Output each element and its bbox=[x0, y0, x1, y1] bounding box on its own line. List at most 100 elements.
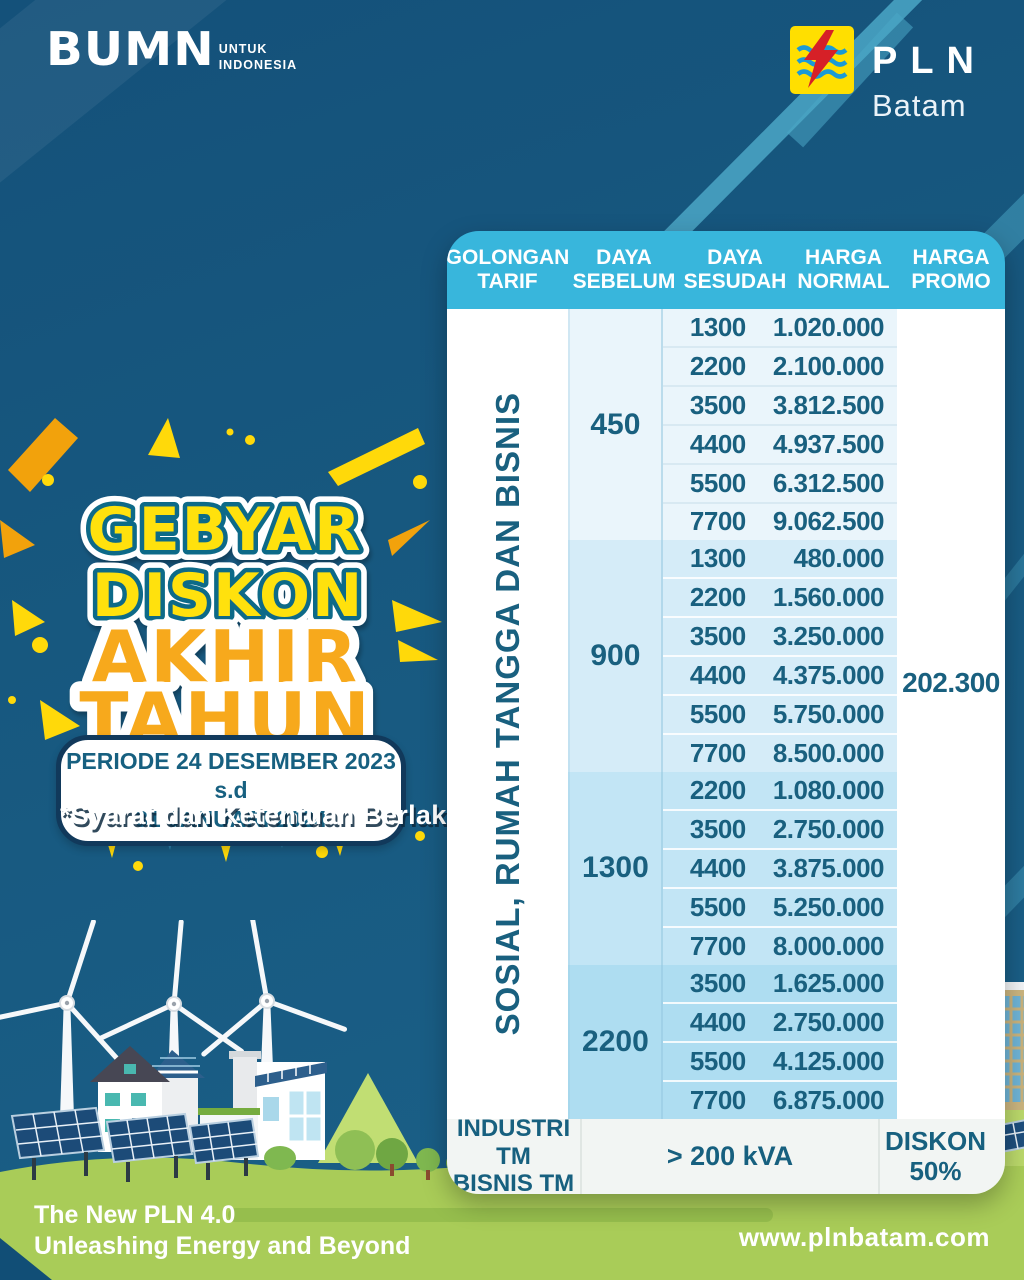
tariff-section-900: 900 1300 480.000 2200 1.560.000 3500 3.250.000… bbox=[568, 540, 897, 772]
industri-bisnis-label: INDUSTRI TM BISNIS TM bbox=[452, 1115, 575, 1194]
daya-sesudah-value: 2200 bbox=[689, 350, 746, 381]
tariff-table: GOLONGAN TARIF DAYA SEBELUM DAYA SESUDAH… bbox=[447, 231, 1005, 1194]
kva-value: > 200 kVA bbox=[580, 1119, 880, 1194]
harga-normal-value: 3.250.000 bbox=[772, 621, 885, 652]
daya-sesudah-value: 3500 bbox=[689, 967, 746, 998]
tariff-row: 7700 8.500.000 bbox=[663, 735, 897, 772]
harga-normal-value: 6.875.000 bbox=[772, 1084, 885, 1115]
daya-sesudah-value: 3500 bbox=[689, 621, 746, 652]
daya-sebelum-value: 1300 bbox=[568, 771, 663, 965]
harga-normal-value: 2.750.000 bbox=[772, 813, 885, 844]
daya-sesudah-value: 1300 bbox=[689, 311, 746, 342]
tariff-row: 1300 1.020.000 bbox=[662, 309, 897, 348]
bumn-logo: BUMN UNTUK INDONESIA bbox=[46, 26, 297, 73]
header-daya-sesudah: DAYA SESUDAH bbox=[683, 246, 787, 293]
pln-logo-text: PLN bbox=[872, 40, 987, 82]
daya-sesudah-value: 7700 bbox=[689, 930, 746, 961]
harga-normal-value: 4.125.000 bbox=[772, 1045, 885, 1076]
footer-website-link[interactable]: www.plnbatam.com bbox=[738, 1222, 990, 1252]
harga-normal-value: 9.062.500 bbox=[772, 506, 885, 537]
harga-normal-value: 1.020.000 bbox=[772, 311, 885, 342]
daya-sesudah-value: 7700 bbox=[689, 506, 746, 537]
header-harga-normal: HARGA NORMAL bbox=[797, 246, 890, 293]
tariff-row: 4400 3.875.000 bbox=[662, 850, 897, 889]
harga-normal-value: 8.500.000 bbox=[772, 737, 885, 768]
daya-sesudah-value: 3500 bbox=[689, 389, 746, 420]
tariff-section-2200: 2200 3500 1.625.000 4400 2.750.000 5500 4.125.… bbox=[568, 964, 897, 1119]
tariff-section-1300: 1300 2200 1.080.000 3500 2.750.000 4400 3.875.… bbox=[568, 771, 897, 965]
harga-normal-value: 1.625.000 bbox=[772, 967, 885, 998]
harga-normal-value: 5.250.000 bbox=[772, 891, 885, 922]
harga-normal-value: 2.750.000 bbox=[772, 1006, 885, 1037]
daya-sesudah-value: 3500 bbox=[689, 813, 746, 844]
table-body: SOSIAL, RUMAH TANGGA DAN BISNIS 450 1300 1… bbox=[447, 309, 1005, 1119]
daya-sesudah-value: 4400 bbox=[689, 660, 746, 691]
section-rows: 3500 1.625.000 4400 2.750.000 5500 4.125.000 7… bbox=[662, 965, 897, 1119]
daya-sesudah-value: 5500 bbox=[689, 891, 746, 922]
harga-normal-value: 1.560.000 bbox=[772, 582, 885, 613]
tariff-row: 5500 5.750.000 bbox=[662, 696, 897, 735]
daya-sesudah-value: 4400 bbox=[689, 1006, 746, 1037]
pln-region-text: Batam bbox=[872, 88, 967, 123]
header-golongan-tarif: GOLONGAN TARIF bbox=[447, 246, 570, 293]
harga-normal-value: 5.750.000 bbox=[772, 699, 885, 729]
table-header: GOLONGAN TARIF DAYA SEBELUM DAYA SESUDAH… bbox=[447, 231, 1005, 309]
tariff-row: 3500 3.250.000 bbox=[662, 618, 897, 658]
daya-sesudah-value: 2200 bbox=[689, 582, 746, 613]
tariff-row: 3500 3.812.500 bbox=[662, 387, 897, 426]
pln-bolt-waves-icon bbox=[796, 30, 848, 88]
tariff-row: 4400 4.375.000 bbox=[662, 657, 897, 697]
tariff-row: 3500 1.625.000 bbox=[662, 965, 897, 1004]
daya-sesudah-value: 5500 bbox=[689, 467, 746, 498]
tariff-row: 4400 4.937.500 bbox=[662, 426, 897, 465]
tariff-row: 4400 2.750.000 bbox=[662, 1004, 897, 1043]
diskon-value: DISKON 50% bbox=[884, 1125, 987, 1186]
tariff-row: 7700 9.062.500 bbox=[663, 504, 897, 541]
harga-normal-value: 1.080.000 bbox=[772, 774, 885, 805]
daya-sesudah-value: 7700 bbox=[689, 1084, 746, 1115]
daya-sesudah-value: 7700 bbox=[689, 737, 746, 768]
tariff-row: 5500 4.125.000 bbox=[662, 1043, 897, 1082]
harga-normal-value: 2.100.000 bbox=[772, 350, 885, 381]
section-rows: 1300 1.020.000 2200 2.100.000 3500 3.812.500 4… bbox=[662, 309, 897, 541]
daya-sebelum-value: 450 bbox=[568, 309, 663, 541]
category-column: SOSIAL, RUMAH TANGGA DAN BISNIS bbox=[447, 309, 568, 1119]
tariff-row: 2200 1.080.000 bbox=[662, 772, 897, 811]
promo-column: 202.300 bbox=[897, 309, 1005, 1119]
header-harga-promo: HARGA PROMO bbox=[911, 246, 991, 293]
harga-normal-value: 4.937.500 bbox=[772, 428, 885, 459]
footer-tagline: The New PLN 4.0 Unleashing Energy and Be… bbox=[34, 1201, 411, 1260]
tariff-row: 2200 2.100.000 bbox=[662, 348, 897, 387]
daya-sebelum-value: 2200 bbox=[568, 964, 663, 1119]
header-daya-sebelum: DAYA SEBELUM bbox=[572, 246, 676, 293]
section-rows: 1300 480.000 2200 1.560.000 3500 3.250.000 440… bbox=[662, 540, 897, 772]
bumn-logo-text: BUMN bbox=[46, 22, 215, 76]
tariff-row: 5500 6.312.500 bbox=[662, 465, 897, 504]
daya-sesudah-value: 1300 bbox=[689, 543, 746, 574]
category-label: SOSIAL, RUMAH TANGGA DAN BISNIS bbox=[488, 392, 526, 1036]
tariff-row: 1300 480.000 bbox=[662, 540, 897, 580]
daya-sesudah-value: 4400 bbox=[689, 428, 746, 459]
table-footer-row: INDUSTRI TM BISNIS TM > 200 kVA DISKON 5… bbox=[447, 1115, 1005, 1194]
pln-logo: PLN Batam bbox=[790, 26, 987, 124]
harga-normal-value: 4.375.000 bbox=[772, 660, 885, 691]
harga-normal-value: 3.875.000 bbox=[772, 852, 885, 883]
harga-normal-value: 480.000 bbox=[793, 543, 885, 574]
tariff-row: 7700 6.875.000 bbox=[663, 1082, 897, 1119]
tariff-section-450: 450 1300 1.020.000 2200 2.100.000 3500 3.812.5… bbox=[568, 309, 897, 541]
tariff-row: 5500 5.250.000 bbox=[662, 889, 897, 928]
daya-sesudah-value: 4400 bbox=[689, 852, 746, 883]
tariff-row: 7700 8.000.000 bbox=[663, 928, 897, 965]
harga-normal-value: 3.812.500 bbox=[772, 389, 885, 420]
pln-logo-icon bbox=[790, 26, 854, 94]
promo-price-value: 202.300 bbox=[902, 667, 1000, 698]
table-body-grid: 450 1300 1.020.000 2200 2.100.000 3500 3.812.5… bbox=[568, 309, 897, 1119]
daya-sesudah-value: 2200 bbox=[689, 774, 746, 805]
harga-normal-value: 8.000.000 bbox=[772, 930, 885, 961]
terms-note: *Syarat dan Ketentuan Berlaku bbox=[60, 800, 464, 830]
daya-sesudah-value: 5500 bbox=[689, 699, 746, 729]
harga-normal-value: 6.312.500 bbox=[772, 467, 885, 498]
tariff-row: 3500 2.750.000 bbox=[662, 811, 897, 850]
bumn-tagline: UNTUK INDONESIA bbox=[218, 42, 298, 72]
